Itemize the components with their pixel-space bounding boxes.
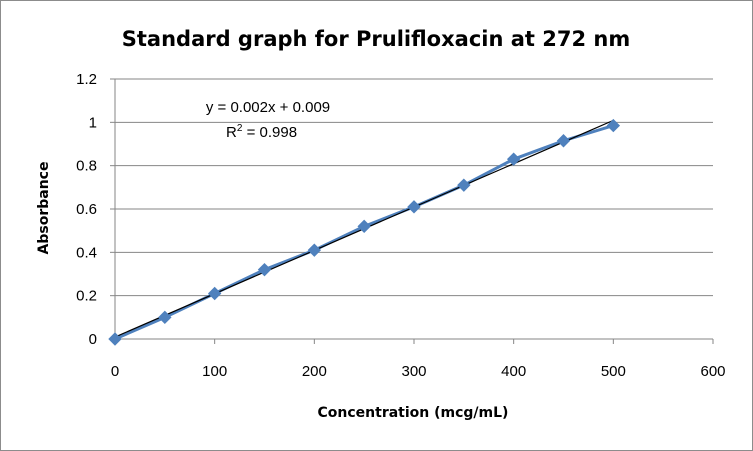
axes [114,79,713,340]
data-point [158,310,172,325]
x-tick-label: 600 [700,363,725,380]
r-squared-prefix: R [226,124,237,141]
y-tick-labels: 0 0.2 0.4 0.6 0.8 1 1.2 [76,71,97,348]
x-tick-label: 0 [111,363,119,380]
data-point [556,134,571,148]
r-squared-sup: 2 [237,123,243,134]
y-tick-label: 0.4 [76,244,97,261]
x-tick-label: 100 [202,363,227,380]
data-point [357,219,371,234]
r-squared-value: = 0.998 [242,124,297,141]
data-point [108,332,122,346]
x-tick-label: 300 [401,363,426,380]
data-point [407,200,421,214]
y-tick-label: 0.2 [76,288,97,305]
x-tick-label: 500 [601,363,626,380]
chart-title: Standard graph for Prulifloxacin at 272 … [122,27,630,51]
x-tick-label: 200 [302,363,327,380]
data-point [606,118,621,133]
trendline-equation: y = 0.002x + 0.009 [206,99,330,116]
x-tick-labels: 0 100 200 300 400 500 600 [111,363,726,380]
data-point [506,152,521,166]
r-squared-label: R2 = 0.998 [226,123,297,141]
grid-lines [110,78,714,344]
data-point [307,243,322,257]
y-axis-title: Absorbance [36,162,52,255]
y-tick-label: 1 [89,114,97,131]
y-tick-label: 0.6 [76,201,97,218]
data-point [257,262,272,277]
y-tick-label: 0.8 [76,158,97,175]
data-points [108,118,621,346]
y-tick-label: 0 [89,331,97,348]
x-tick-label: 400 [501,363,526,380]
data-point [207,286,222,301]
x-axis-title: Concentration (mcg/mL) [318,405,509,421]
data-point [457,178,471,192]
y-tick-label: 1.2 [76,71,97,88]
